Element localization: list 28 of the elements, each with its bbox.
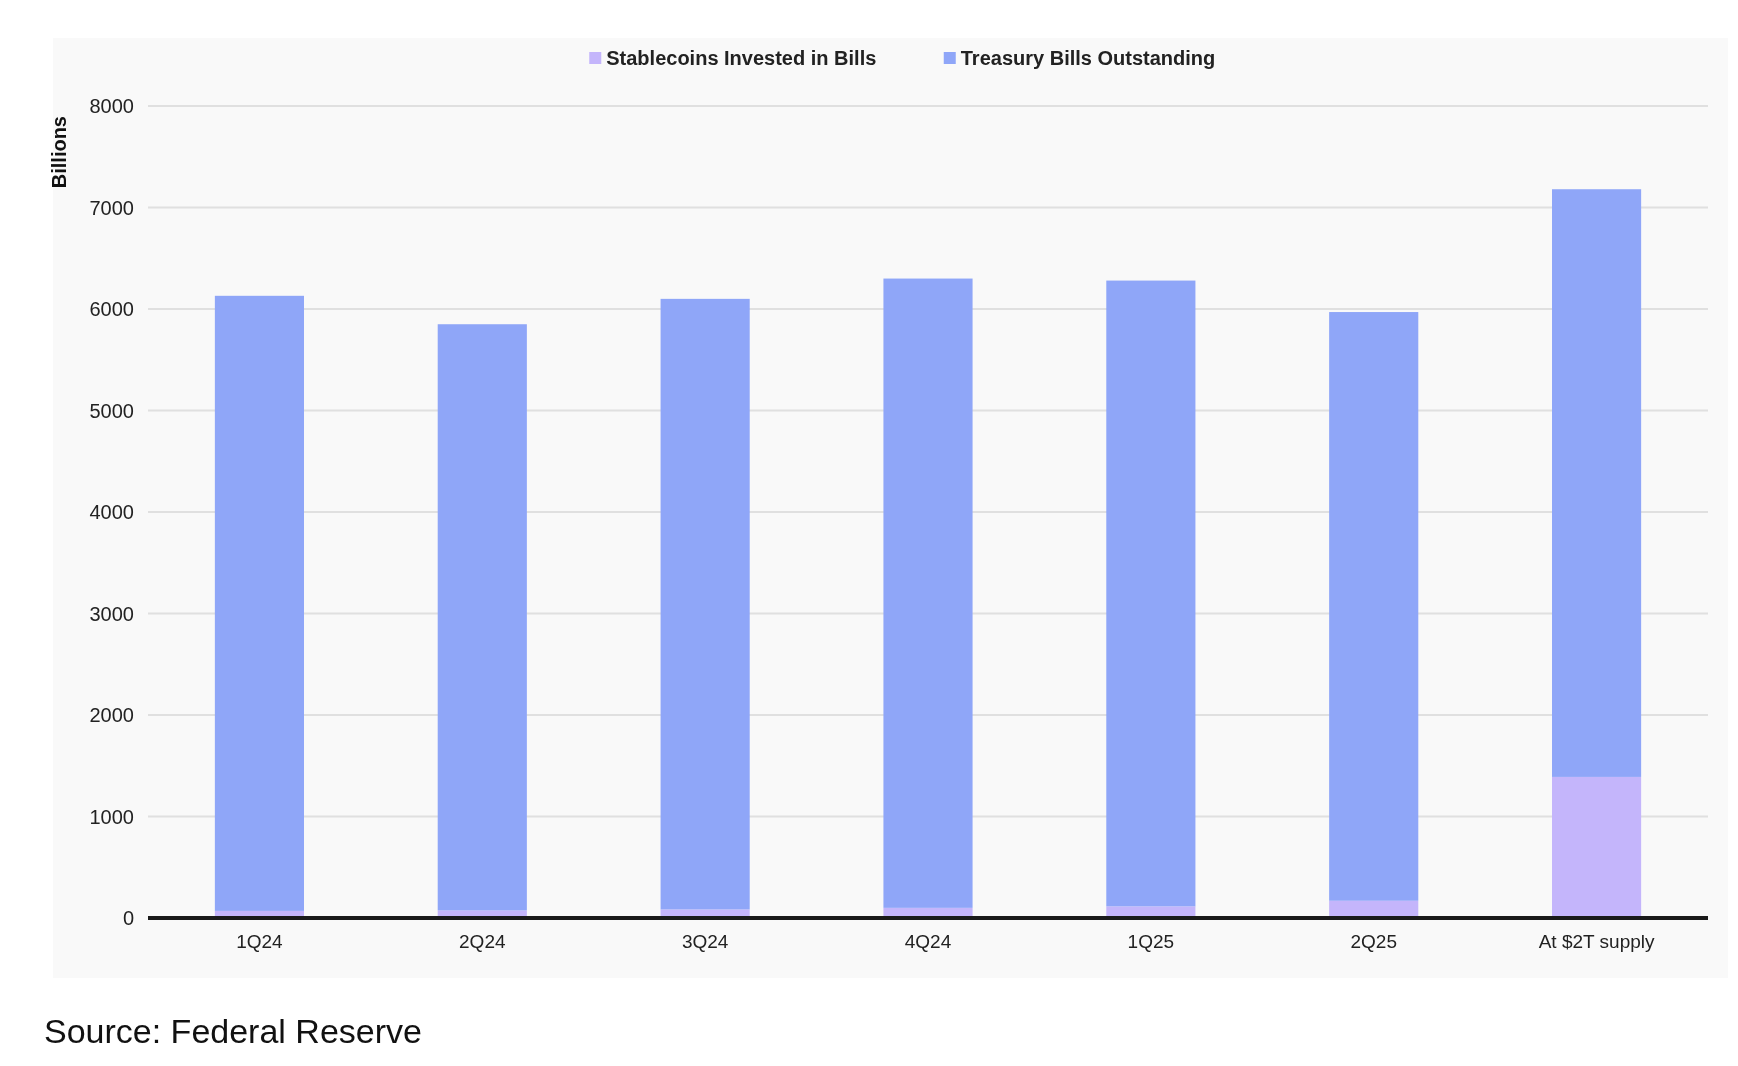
x-tick-label: 1Q25 [1127,931,1175,952]
source-note: Source: Federal Reserve [44,1012,422,1050]
bar [1552,189,1642,777]
x-tick-label: 1Q24 [236,931,284,952]
bar [660,298,750,910]
y-tick-label: 8000 [89,95,134,117]
y-tick-label: 4000 [89,501,134,523]
x-tick-label: 3Q24 [681,931,729,952]
bar [1329,312,1419,901]
y-tick-label: 2000 [89,704,134,726]
y-tick-label: 6000 [89,298,134,320]
y-tick-label: 0 [122,907,134,929]
bar [214,295,304,911]
legend-label: Stablecoins Invested in Bills [606,47,877,69]
bar [1552,776,1642,918]
x-tick-label: 2Q24 [459,931,506,952]
bar [883,278,973,908]
bar [1106,280,1196,907]
x-tick-label: At $2T supply [1538,931,1655,952]
legend-label: Treasury Bills Outstanding [960,47,1216,69]
bar [437,324,527,911]
y-tick-label: 5000 [89,399,134,422]
x-tick-label: 2Q25 [1350,931,1397,952]
x-tick-label: 4Q24 [904,931,952,952]
y-tick-label: 3000 [89,602,134,625]
y-tick-label: 7000 [89,196,134,219]
y-tick-label: 1000 [89,805,134,828]
y-axis-title: Billions [48,116,70,189]
